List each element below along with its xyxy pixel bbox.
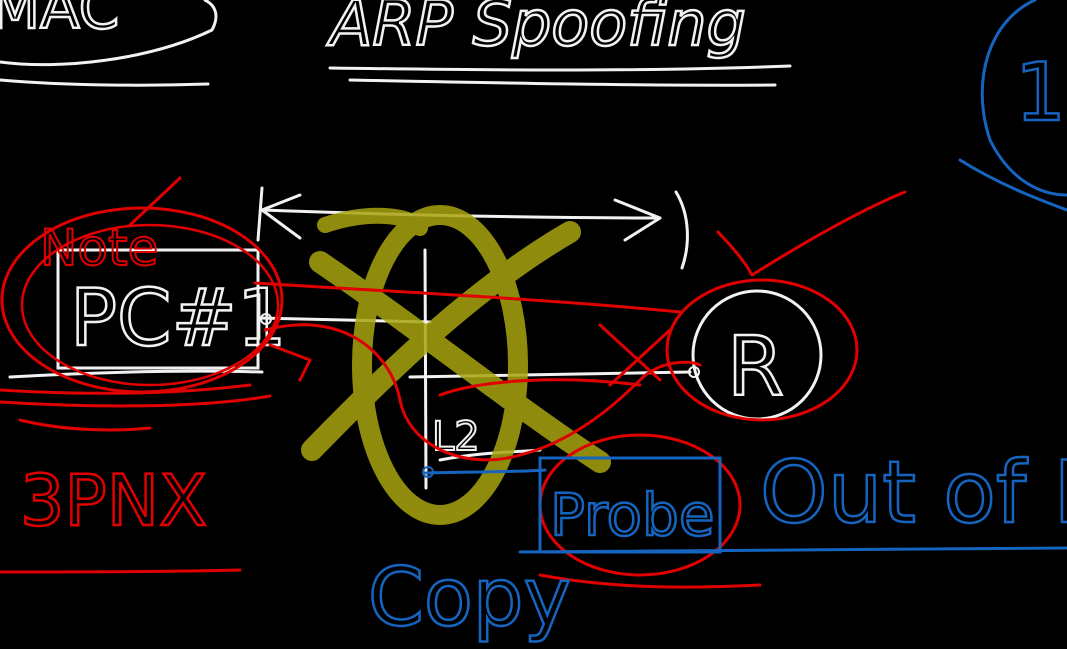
top-left-fragment-text: MAC: [0, 0, 119, 42]
red-circle-router: [665, 278, 859, 422]
red-x-mark: [598, 323, 672, 387]
span-arrow-right-head: [613, 198, 662, 242]
pc-box: [56, 248, 260, 370]
out-of-text: Out of P: [760, 443, 1067, 543]
pc-box-group: PC#1: [8, 248, 432, 379]
red-pc-underline-2: [0, 394, 272, 408]
red-pc-underline-1: [0, 383, 252, 395]
top-left-fragment: MAC: [0, 0, 218, 87]
red-bottom-left-underline: [0, 568, 242, 574]
router-link-line: [408, 370, 692, 379]
right-edge-fragment-text: 1(: [1015, 46, 1067, 139]
right-blue-fragment: 1(: [958, 0, 1067, 212]
span-arrow-left-bar: [256, 186, 264, 242]
red-pc-underline-3: [18, 418, 152, 432]
right-blue-circle: [980, 0, 1067, 197]
yellow-cross-group: [301, 205, 611, 525]
copy-text: Copy: [368, 551, 571, 644]
title-group: ARP Spoofing: [325, 0, 792, 87]
top-left-circle-stroke: [0, 0, 218, 67]
red-spoof-path-2: [263, 323, 702, 462]
router-label: R: [727, 320, 784, 415]
probe-tap-dot: [422, 466, 434, 478]
red-probe-underline: [538, 573, 762, 589]
probe-label: Probe: [550, 481, 715, 549]
span-arrow-left-head: [260, 193, 302, 240]
red-check-router: [716, 190, 907, 277]
red-left-note: Note: [40, 219, 158, 277]
yellow-top-tick: [317, 207, 428, 236]
red-spoof-path-3: [438, 378, 642, 397]
router-port-dot: [688, 366, 700, 378]
pc-port-dot: [260, 313, 272, 325]
link-label-l2: L2: [432, 414, 480, 460]
pc-box-underline: [8, 369, 264, 379]
right-blue-underline: [958, 158, 1067, 212]
title-arp-spoofing: ARP Spoofing: [326, 0, 746, 60]
probe-tap-line: [424, 468, 547, 475]
out-of-underline: [518, 546, 1067, 554]
red-spoof-path-1: [253, 281, 682, 314]
red-bottom-left-text: 3PNX: [20, 460, 207, 542]
yellow-cross-stroke-2: [301, 221, 581, 461]
top-left-underline: [0, 78, 210, 87]
title-underline-2: [348, 78, 777, 87]
red-circle-pc-inner: [20, 223, 280, 387]
pc-box-label: PC#1: [70, 274, 286, 364]
router-group: R: [688, 289, 823, 421]
yellow-oval: [352, 205, 528, 525]
blue-annotations: Probe Out of P Copy: [367, 442, 1067, 645]
red-check-mark: [128, 176, 182, 227]
red-arrow-head: [268, 343, 312, 382]
title-underline-1: [328, 64, 792, 72]
span-arrow-right-bar: [674, 190, 689, 270]
switch-vertical-line: [423, 248, 428, 490]
